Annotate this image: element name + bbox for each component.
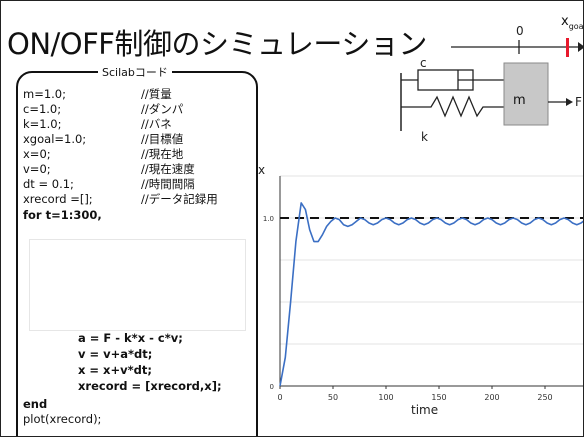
series (279, 202, 583, 387)
x-tick-label: 0 (277, 393, 282, 402)
code-comment: //現在速度 (141, 162, 195, 176)
code-text: m=1.0; (23, 87, 67, 101)
x-tick-label: 100 (378, 393, 393, 402)
code-text: k=1.0; (23, 117, 62, 131)
code-line: x=0; //現在地 (23, 147, 183, 162)
damper-label: c (420, 56, 427, 70)
spring-label: k (421, 130, 428, 144)
slide-title: ON/OFF制御のシミュレーション (7, 27, 427, 61)
code-line: c=1.0; //ダンパ (23, 102, 183, 117)
x-tick-label: 250 (537, 393, 552, 402)
code-blank-area (29, 239, 246, 331)
y-tick-label: 0 (270, 383, 274, 391)
mass-block (503, 62, 549, 126)
spring (401, 95, 504, 118)
code-comment: //データ記録用 (141, 192, 218, 206)
loop-start-line: for t=1:300, (23, 208, 102, 222)
code-line: v=0; //現在速度 (23, 162, 195, 177)
code-comment: //ダンパ (141, 102, 184, 116)
y-tick-label: 1.0 (263, 215, 274, 223)
code-line: xrecord =[]; //データ記録用 (23, 192, 218, 207)
code-comment: //時間間隔 (141, 177, 195, 191)
force-arrow-icon (566, 98, 573, 106)
mass-spring-damper-diagram: 0 xgoal c k m F (400, 14, 584, 144)
code-panel-title: Scilabコード (98, 64, 172, 80)
x-tick-label: 150 (431, 393, 446, 402)
code-panel: Scilabコード m=1.0; //質量 c=1.0; //ダンパ k=1.0; /… (16, 64, 258, 436)
code-text: v=0; (23, 162, 51, 176)
code-text: xrecord =[]; (23, 192, 93, 206)
loop-end-line: end (23, 397, 48, 411)
code-text: c=1.0; (23, 102, 62, 116)
code-line: xgoal=1.0; //目標値 (23, 132, 183, 147)
code-line: k=1.0; //バネ (23, 117, 172, 132)
code-comment: //目標値 (141, 132, 184, 146)
plot-line: plot(xrecord); (23, 412, 102, 426)
loop-body-line: v = v+a*dt; (78, 347, 153, 361)
response-chart: x time 0501001502002503001.0 (258, 163, 583, 417)
series-line (279, 202, 583, 387)
code-comment: //バネ (141, 117, 172, 131)
code-comment: //現在地 (141, 147, 184, 161)
grid (280, 175, 583, 345)
x-tick-label: 50 (328, 393, 338, 402)
x-axis-label: time (411, 403, 438, 417)
axis-zero-label: 0 (516, 24, 524, 38)
code-comment: //質量 (141, 87, 172, 101)
code-text: xgoal=1.0; (23, 132, 87, 146)
x-tick-label: 200 (484, 393, 499, 402)
code-line: m=1.0; //質量 (23, 87, 172, 102)
y-axis-label: x (258, 163, 265, 177)
loop-body-line: a = F - k*x - c*v; (78, 331, 183, 345)
axis-arrow-icon (578, 42, 583, 52)
code-text: dt = 0.1; (23, 177, 74, 191)
axes (279, 176, 583, 389)
code-line: dt = 0.1; //時間間隔 (23, 177, 195, 192)
mass-label: m (513, 93, 526, 108)
tick-labels: 0501001502002503001.0 (263, 215, 553, 402)
code-text: x=0; (23, 147, 51, 161)
force-label: F (575, 95, 582, 109)
goal-label: xgoal (561, 14, 584, 31)
loop-body-line: x = x+v*dt; (78, 363, 152, 377)
goal-marker (566, 38, 569, 57)
loop-body-line: xrecord = [xrecord,x]; (78, 379, 222, 393)
